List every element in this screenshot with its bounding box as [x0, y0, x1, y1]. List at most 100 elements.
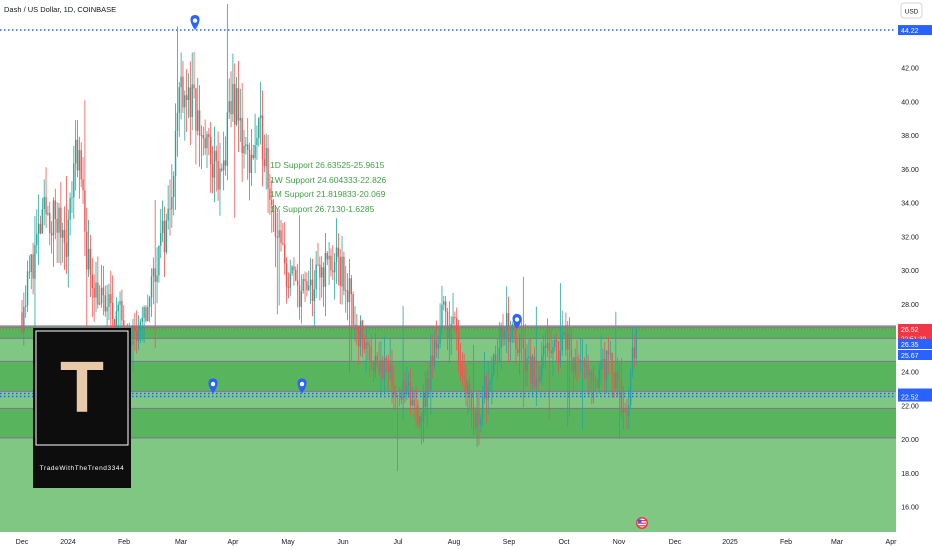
candle-body — [395, 395, 397, 396]
candle-body — [272, 204, 275, 209]
candle-body — [480, 418, 482, 425]
candle-body — [361, 320, 364, 339]
support-zone — [0, 408, 896, 438]
price-axis-background — [896, 0, 932, 532]
us-event-flag-icon[interactable] — [636, 517, 648, 529]
candle-body — [180, 76, 182, 88]
candle-body — [433, 339, 436, 366]
candle-body — [326, 252, 328, 260]
candle-body — [422, 392, 425, 422]
candle-body — [23, 307, 25, 333]
candle-body — [254, 144, 256, 159]
candle-body — [581, 360, 584, 362]
candle-body — [36, 233, 38, 246]
price-tick-label: 40.00 — [901, 99, 919, 106]
candle-body — [509, 338, 512, 342]
candle-body — [350, 278, 352, 295]
candle-body — [607, 351, 610, 354]
candle-body — [267, 147, 269, 189]
candle-body — [481, 396, 484, 419]
pin-dot — [299, 381, 305, 387]
candle-body — [415, 405, 417, 407]
candle-body — [167, 208, 169, 221]
candle-body — [50, 233, 53, 236]
candle-body — [465, 378, 467, 394]
candle-body — [363, 338, 365, 349]
candle-body — [504, 330, 506, 340]
pin-dot — [192, 18, 198, 23]
price-tick-label: 42.00 — [901, 66, 919, 73]
candle-body — [463, 376, 465, 379]
candle-body — [474, 413, 476, 427]
candle-body — [243, 146, 245, 154]
candle-body — [198, 110, 201, 136]
time-tick-label: Dec — [16, 539, 29, 546]
candle-body — [491, 374, 493, 382]
price-tag — [898, 338, 932, 349]
candle-body — [69, 198, 71, 220]
candle-body — [337, 247, 340, 257]
candle-body — [182, 76, 184, 108]
support-annotations: 1D Support 26.63525-25.9615 1W Support 2… — [270, 160, 387, 214]
candle-body — [409, 382, 412, 406]
candle-body — [585, 365, 587, 367]
annotation-1y-support: 1Y Support 26.7130-1.6285 — [270, 204, 375, 214]
candle-body — [91, 274, 93, 289]
location-pin-icon[interactable] — [190, 15, 200, 31]
time-axis[interactable]: Dec 2024 Feb Mar Apr May Jun Jul Aug Sep Oct Nov Dec… — [16, 539, 897, 546]
candle-body — [626, 412, 628, 417]
candle-body — [187, 87, 190, 100]
candle-body — [517, 349, 519, 354]
currency-button[interactable] — [900, 2, 923, 19]
candle-body — [583, 360, 586, 367]
candle-body — [152, 268, 155, 277]
candle-body — [291, 266, 293, 274]
candle-body — [296, 280, 299, 286]
location-pin-icon[interactable] — [297, 378, 307, 394]
candle-body — [629, 371, 632, 405]
candle-body — [580, 360, 582, 363]
candle-body — [82, 179, 84, 191]
candle-body — [263, 159, 266, 167]
candle-body — [561, 334, 563, 351]
annotation-1w-support: 1W Support 24.604333-22.826 — [270, 175, 387, 185]
candle-body — [411, 399, 414, 406]
candle-body — [358, 329, 360, 347]
candle-body — [537, 378, 539, 382]
candle-body — [100, 287, 103, 304]
time-tick-label: Mar — [831, 539, 844, 546]
candle-body — [605, 351, 608, 380]
candle-body — [160, 232, 162, 246]
candle-body — [258, 118, 260, 138]
candle-body — [221, 168, 223, 171]
candle-body — [380, 360, 382, 373]
candle-body — [45, 196, 47, 215]
candle-body — [602, 359, 604, 361]
candle-body — [178, 87, 180, 113]
horizontal-levels — [0, 29, 896, 398]
candle-body — [95, 282, 97, 298]
price-tick-label: 30.00 — [901, 268, 919, 275]
candle-body — [389, 363, 391, 373]
candle-body — [487, 385, 489, 400]
candle-body — [104, 295, 106, 312]
price-tag-value: 25.67 — [901, 353, 919, 360]
location-pin-icon[interactable] — [512, 313, 522, 329]
candle-body — [54, 200, 56, 219]
candle-body — [37, 223, 40, 234]
price-tag-value: 26.52 — [901, 327, 919, 334]
location-pin-icon[interactable] — [208, 378, 218, 394]
candle-body — [241, 117, 243, 154]
candle-body — [333, 262, 336, 273]
candle-body — [522, 339, 525, 349]
candle-body — [459, 363, 462, 366]
candle-body — [378, 362, 380, 373]
candle-body — [304, 279, 306, 282]
candle-body — [115, 311, 118, 334]
candle-body — [435, 339, 438, 349]
candle-body — [134, 326, 136, 332]
price-axis[interactable]: 16.00 18.00 20.00 22.00 24.00 28.00 30.00 32.00… — [901, 66, 919, 512]
price-tick-label: 36.00 — [901, 167, 919, 174]
candle-body — [202, 135, 204, 139]
